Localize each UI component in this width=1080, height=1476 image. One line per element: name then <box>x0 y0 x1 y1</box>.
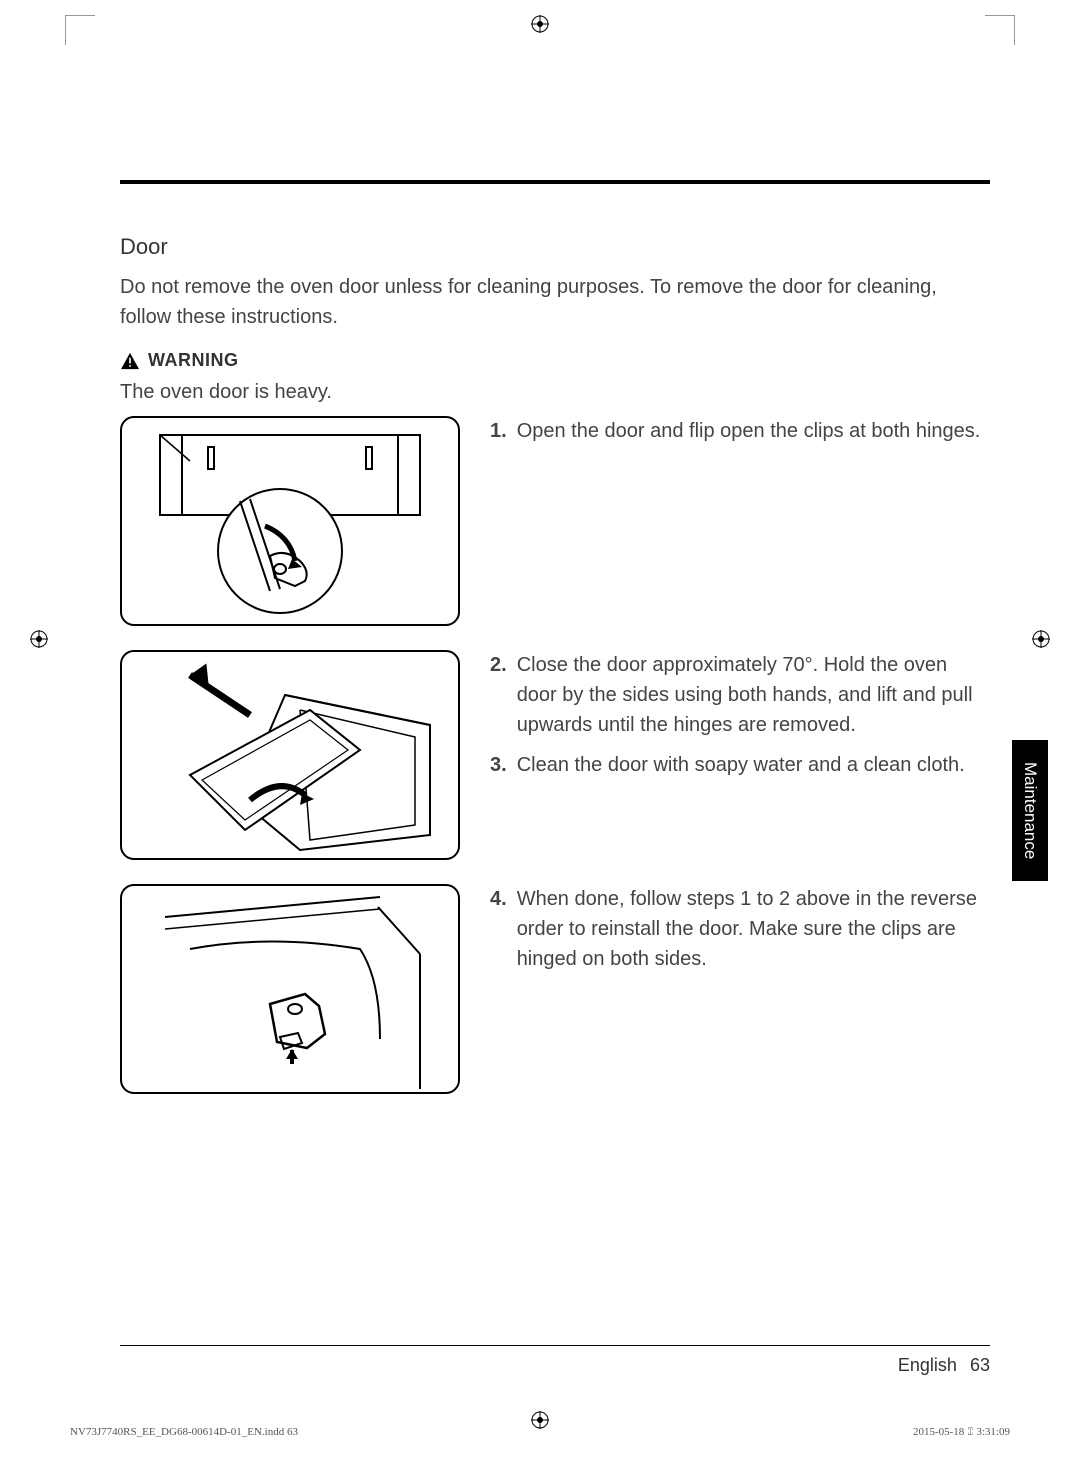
step-text-column: 2. Close the door approximately 70°. Hol… <box>490 650 990 790</box>
warning-icon <box>120 352 140 370</box>
print-timestamp: 2015-05-18 ⑄ 3:31:09 <box>913 1426 1010 1438</box>
step-item: 1. Open the door and flip open the clips… <box>490 416 990 446</box>
step-text: When done, follow steps 1 to 2 above in … <box>517 884 990 974</box>
step-text-column: 4. When done, follow steps 1 to 2 above … <box>490 884 990 984</box>
step-row: 1. Open the door and flip open the clips… <box>120 416 990 626</box>
footer-language: English <box>898 1355 957 1375</box>
step-text: Open the door and flip open the clips at… <box>517 416 981 446</box>
step-text: Close the door approximately 70°. Hold t… <box>517 650 990 740</box>
warning-heading: WARNING <box>120 350 990 371</box>
step-item: 3. Clean the door with soapy water and a… <box>490 750 990 780</box>
print-file: NV73J7740RS_EE_DG68-00614D-01_EN.indd 63 <box>70 1426 298 1438</box>
illustration-step2 <box>120 650 460 860</box>
footer-rule <box>120 1345 990 1346</box>
print-metadata: NV73J7740RS_EE_DG68-00614D-01_EN.indd 63… <box>70 1426 1010 1438</box>
illustration-step1 <box>120 416 460 626</box>
step-item: 4. When done, follow steps 1 to 2 above … <box>490 884 990 974</box>
crop-corner-icon <box>65 15 95 45</box>
step-text: Clean the door with soapy water and a cl… <box>517 750 965 780</box>
step-number: 1. <box>490 416 507 446</box>
illustration-step4 <box>120 884 460 1094</box>
step-number: 3. <box>490 750 507 780</box>
step-number: 4. <box>490 884 507 974</box>
warning-text: The oven door is heavy. <box>120 381 990 404</box>
step-row: 2. Close the door approximately 70°. Hol… <box>120 650 990 860</box>
step-row: 4. When done, follow steps 1 to 2 above … <box>120 884 990 1094</box>
section-title: Door <box>120 234 990 260</box>
step-text-column: 1. Open the door and flip open the clips… <box>490 416 990 456</box>
side-tab-maintenance: Maintenance <box>1012 740 1048 881</box>
header-rule <box>120 180 990 184</box>
footer-page-number: 63 <box>970 1355 990 1375</box>
page-content: Door Do not remove the oven door unless … <box>120 60 990 1396</box>
step-item: 2. Close the door approximately 70°. Hol… <box>490 650 990 740</box>
crop-mark-top-icon <box>531 15 549 38</box>
warning-label: WARNING <box>148 350 239 371</box>
crop-mark-left-icon <box>30 630 48 653</box>
step-number: 2. <box>490 650 507 740</box>
footer-line: English 63 <box>898 1355 990 1376</box>
intro-text: Do not remove the oven door unless for c… <box>120 272 990 332</box>
crop-corner-icon <box>985 15 1015 45</box>
crop-mark-right-icon <box>1032 630 1050 653</box>
